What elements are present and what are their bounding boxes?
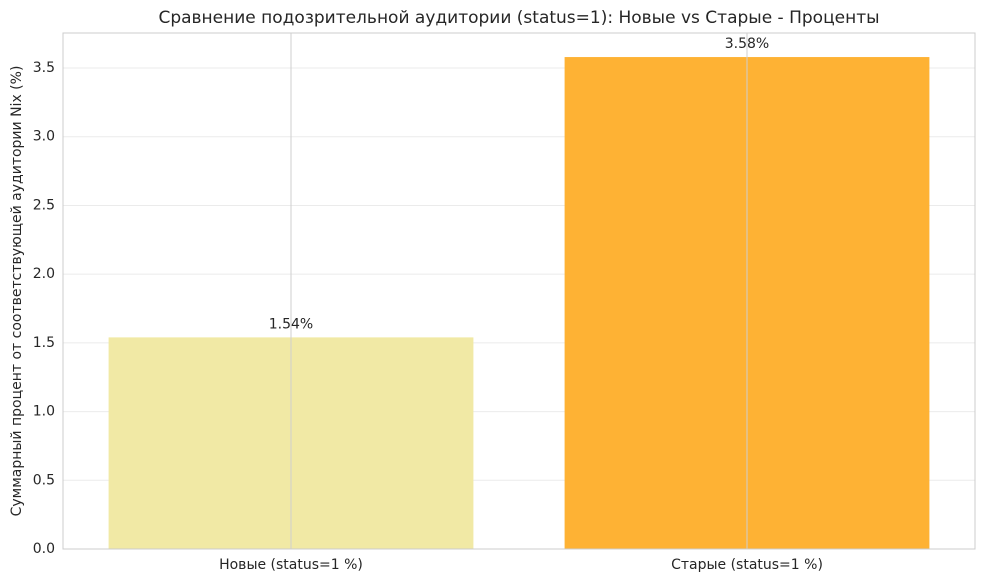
chart-title: Сравнение подозрительной аудитории (stat…: [158, 8, 879, 28]
y-tick-label: 0.0: [33, 541, 55, 557]
y-tick-label: 2.5: [33, 197, 55, 213]
y-tick-label: 1.5: [33, 335, 55, 351]
y-tick-label: 1.0: [33, 404, 55, 420]
y-tick-label: 3.5: [33, 60, 55, 76]
y-tick-label: 2.0: [33, 266, 55, 282]
value-label: 3.58%: [725, 36, 769, 52]
y-tick-label: 0.5: [33, 472, 55, 488]
x-tick-label: Новые (status=1 %): [219, 557, 363, 573]
x-tick-label: Старые (status=1 %): [671, 557, 823, 573]
y-tick-label: 3.0: [33, 129, 55, 145]
value-label: 1.54%: [269, 316, 313, 332]
y-axis-label: Суммарный процент от соответствующей ауд…: [9, 66, 25, 517]
plot-frame: [62, 32, 976, 550]
